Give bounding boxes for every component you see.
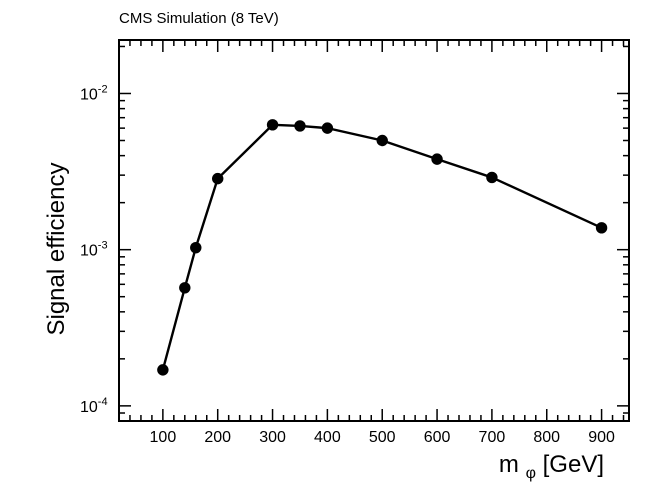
data-point	[212, 172, 224, 185]
x-tick-label: 200	[204, 429, 231, 446]
data-points	[157, 119, 608, 376]
data-point	[321, 122, 334, 134]
x-tick-label: 800	[533, 429, 560, 446]
x-tick-label: 900	[588, 429, 615, 446]
data-point	[486, 171, 498, 184]
x-axis-label-main: m	[499, 451, 519, 478]
x-axis-label-unit: [GeV]	[543, 451, 604, 478]
y-tick-label-base: 10	[80, 243, 98, 260]
y-tick-label: 10-4	[80, 396, 108, 416]
x-tick-label: 600	[424, 429, 451, 446]
header-label: CMS Simulation (8 TeV)	[119, 10, 279, 27]
data-point	[376, 134, 388, 147]
data-point	[190, 241, 202, 254]
y-tick-label-base: 10	[80, 86, 98, 103]
data-point	[294, 120, 306, 132]
y-tick-label: 10-2	[80, 83, 108, 103]
y-tick-label-exponent: -3	[98, 240, 108, 252]
y-tick-label-exponent: -4	[98, 396, 108, 408]
y-tick-label: 10-3	[80, 240, 108, 260]
data-point	[431, 153, 443, 165]
y-tick-labels: 10-410-310-2	[80, 83, 108, 415]
data-point	[595, 222, 608, 234]
data-point	[179, 282, 191, 294]
y-tick-label-exponent: -2	[98, 83, 108, 95]
x-axis-label: m φ [GeV]	[499, 451, 604, 484]
y-tick-label-base: 10	[80, 399, 98, 416]
series-line	[161, 123, 603, 372]
x-axis-label-sub: φ	[526, 465, 536, 482]
plot-frame	[118, 39, 630, 422]
x-tick-labels: 100 200 300 400 500 600 700 800 900	[150, 429, 616, 446]
axis-ticks	[119, 40, 629, 422]
x-tick-label: 500	[369, 429, 396, 446]
data-point	[266, 119, 279, 131]
x-tick-label: 700	[479, 429, 506, 446]
data-point	[157, 364, 169, 376]
x-tick-label: 400	[314, 429, 341, 446]
y-axis-label: Signal efficiency	[43, 163, 70, 336]
x-tick-label: 100	[150, 429, 177, 446]
x-tick-label: 300	[259, 429, 286, 446]
